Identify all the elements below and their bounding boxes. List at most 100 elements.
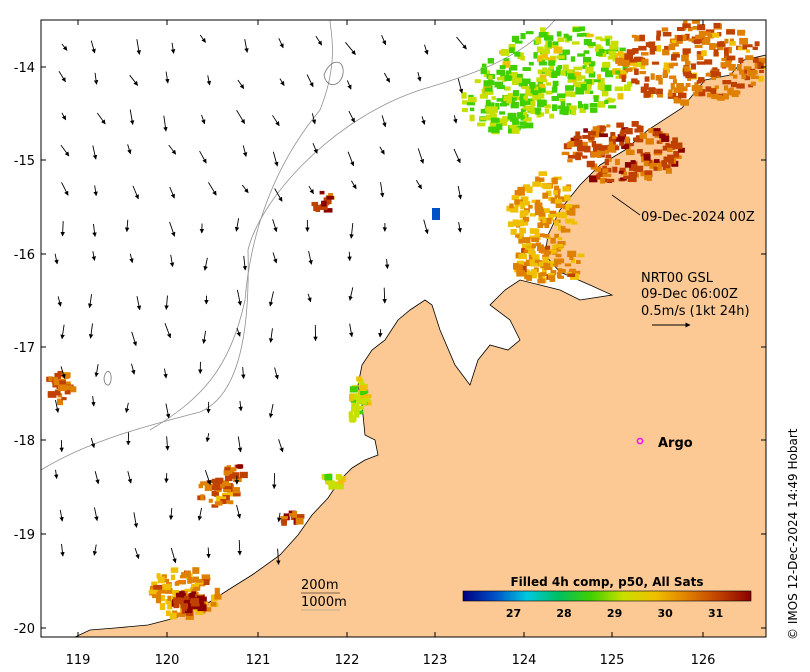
colorbar-ticks: 27 28 29 30 31 (506, 607, 723, 620)
sst-pixel (680, 99, 689, 106)
sst-pixel (705, 86, 712, 92)
sst-pixel (570, 56, 576, 62)
colorbar-scale (462, 590, 752, 602)
latitude-tick-label: -18 (14, 434, 35, 449)
current-vector-arrow (306, 74, 314, 88)
sst-pixel (520, 108, 526, 113)
sst-pixel (648, 128, 654, 134)
sst-pixel (189, 579, 197, 583)
sst-pixel (519, 121, 526, 126)
sst-pixel (47, 391, 57, 398)
sst-pixel (173, 597, 182, 604)
sst-pixel (600, 67, 609, 72)
current-vector-arrow (164, 295, 169, 310)
sst-pixel (701, 50, 707, 57)
sst-pixel (514, 199, 523, 205)
sst-pixel (696, 51, 702, 57)
sst-pixel (469, 107, 475, 112)
sst-pixel (543, 217, 552, 225)
latitude-tick-label: -14 (14, 61, 35, 76)
sst-pixel (181, 572, 187, 577)
sst-pixel (550, 237, 556, 244)
sst-pixel (601, 90, 609, 97)
current-vector-arrow (92, 544, 98, 556)
sst-pixel (598, 169, 605, 177)
sst-pixel (595, 44, 601, 52)
sst-pixel (555, 199, 563, 205)
sst-pixel (668, 157, 675, 165)
sst-pixel (157, 589, 166, 594)
current-vector-arrow (168, 144, 177, 155)
sst-pixel (529, 81, 536, 89)
sst-pixel (646, 159, 653, 166)
sst-pixel (507, 112, 517, 120)
sst-pixel (604, 158, 609, 166)
sst-pixel (159, 603, 166, 610)
sst-pixel (565, 85, 575, 91)
sst-pixel (694, 82, 699, 88)
sst-pixel (323, 197, 332, 205)
sst-pixel (222, 495, 230, 501)
sst-pixel (495, 103, 500, 110)
sst-pixel (156, 573, 161, 579)
current-vector-arrow (201, 330, 207, 344)
sst-pixel (524, 117, 532, 122)
sst-pixel (540, 28, 546, 33)
sst-pixel (172, 610, 178, 615)
current-vector-arrow (132, 185, 139, 200)
sst-pixel (519, 96, 525, 101)
sst-pixel (688, 38, 696, 42)
sst-pixel (162, 583, 171, 590)
sst-pixel (625, 68, 633, 72)
sst-pixel (532, 228, 540, 234)
sst-pixel (511, 195, 520, 201)
sst-pixel (524, 122, 534, 129)
sst-pixel (214, 501, 223, 506)
sst-pixel (650, 73, 655, 80)
sst-pixel (752, 46, 758, 50)
swath-pointer (611, 194, 641, 216)
sst-pixel (662, 49, 670, 56)
sst-pixel (713, 22, 721, 29)
sst-pixel (649, 47, 656, 55)
sst-pixel (677, 35, 683, 41)
sst-pixel (619, 167, 626, 173)
sst-pixel (487, 80, 495, 85)
sst-pixel (549, 214, 557, 218)
current-vector-arrow (93, 72, 99, 85)
sst-pixel (535, 208, 544, 216)
sst-pixel (554, 185, 560, 192)
sst-pixel (485, 106, 495, 112)
sst-pixel (651, 45, 659, 52)
latitude-tick-label: -15 (14, 154, 35, 169)
sst-pixel (558, 269, 566, 273)
sst-pixel (494, 81, 504, 88)
current-vector-arrow (60, 543, 65, 557)
sst-pixel (696, 54, 704, 61)
sst-pixel (481, 63, 487, 68)
current-vector-arrow (170, 547, 177, 564)
sst-pixel (662, 164, 671, 171)
sst-pixel (631, 34, 637, 38)
current-vector-arrow (206, 547, 211, 559)
current-vector-arrow (60, 221, 65, 237)
sst-pixel (557, 237, 563, 241)
sst-pixel (750, 81, 756, 86)
sst-pixel (566, 35, 573, 41)
current-vector-arrow (203, 257, 208, 271)
sst-pixel (182, 607, 187, 611)
sst-pixel (621, 75, 626, 83)
sst-pixel (736, 83, 745, 89)
sst-pixel (54, 389, 61, 396)
sst-pixel (496, 85, 505, 90)
sst-pixel (173, 602, 180, 609)
sst-pixel (615, 137, 625, 142)
sst-pixel (63, 372, 69, 380)
sst-pixel (214, 594, 222, 600)
sst-pixel (360, 392, 367, 400)
sst-pixel (563, 228, 571, 233)
sst-pixel (517, 52, 524, 60)
current-vector-arrow (93, 185, 98, 197)
sst-pixel (692, 20, 701, 24)
sst-pixel (739, 37, 749, 45)
